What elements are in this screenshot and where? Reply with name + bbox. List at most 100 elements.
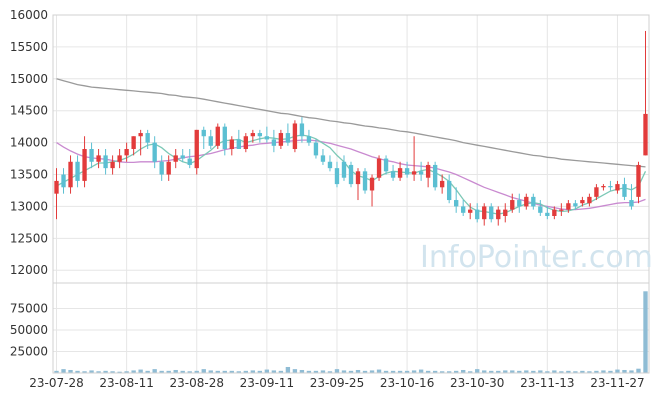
candle-body	[89, 149, 94, 162]
volume-bar	[348, 370, 354, 373]
volume-bar	[454, 370, 459, 373]
volume-bar	[75, 370, 80, 373]
candle-body	[110, 161, 115, 169]
volume-bar	[425, 370, 431, 373]
candle-body	[566, 203, 571, 210]
volume-panel-frame	[52, 282, 650, 374]
volume-bar	[475, 369, 480, 373]
candle-body	[236, 139, 241, 149]
volume-bar	[110, 371, 115, 373]
volume-bar	[180, 370, 185, 373]
date-tick-label: 23-09-25	[310, 376, 364, 390]
candle-body	[362, 171, 368, 191]
volume-bar	[103, 370, 108, 373]
candle-body	[390, 171, 396, 178]
candle-body	[96, 155, 101, 162]
volume-bar	[439, 371, 445, 373]
volume-bar	[489, 370, 494, 373]
candle-body	[545, 212, 550, 216]
candle-body	[208, 136, 213, 146]
volume-panel-grid	[53, 308, 649, 352]
volume-bar	[362, 370, 368, 373]
candle-body	[68, 161, 73, 188]
volume-bar	[61, 369, 66, 373]
candle-body	[531, 196, 536, 207]
date-tick-label: 23-10-30	[450, 376, 504, 390]
candle-body	[503, 209, 508, 216]
volume-bar	[446, 371, 452, 373]
volume-bar	[545, 371, 550, 373]
volume-bar	[327, 371, 333, 373]
volume-bar	[82, 371, 87, 373]
panel-frames	[52, 14, 650, 374]
price-panel-grid	[53, 14, 649, 373]
volume-bar	[538, 370, 543, 373]
volume-bar	[390, 370, 396, 373]
watermark: InfoPointer.com	[420, 240, 653, 275]
volume-bar	[496, 370, 501, 373]
volume-bar	[320, 370, 326, 373]
volume-axis-labels: 25000 50000 75000	[10, 302, 48, 359]
volume-bars	[54, 291, 648, 373]
volume-bar	[96, 371, 101, 373]
candle-body	[166, 161, 171, 175]
price-tick-label: 16000	[10, 8, 48, 22]
volume-bar	[264, 369, 270, 373]
volume-bar	[608, 370, 613, 373]
candle-body	[383, 158, 389, 172]
volume-bar	[257, 370, 263, 373]
candle-body	[573, 203, 578, 207]
volume-bar	[131, 370, 136, 373]
candle-body	[643, 113, 648, 156]
date-tick-label: 23-07-28	[29, 376, 83, 390]
volume-bar	[432, 370, 438, 373]
volume-bar	[243, 370, 248, 373]
candle-body	[82, 149, 87, 181]
volume-tick-label: 75000	[10, 302, 48, 316]
volume-bar	[397, 370, 403, 373]
price-tick-label: 13000	[10, 199, 48, 213]
candle-body	[271, 139, 277, 146]
volume-bar	[594, 370, 599, 373]
volume-bar	[517, 370, 522, 373]
candle-body	[278, 133, 284, 146]
volume-bar	[271, 370, 277, 373]
candle-body	[194, 129, 199, 169]
candle-body	[482, 206, 487, 220]
volume-bar	[418, 369, 424, 373]
volume-bar	[236, 371, 241, 373]
candle-body	[552, 209, 557, 216]
volume-bar	[222, 370, 227, 373]
volume-bar	[524, 370, 529, 373]
volume-bar	[187, 371, 192, 373]
volume-bar	[559, 371, 564, 373]
volume-bar	[615, 369, 620, 373]
volume-bar	[369, 370, 375, 373]
volume-bar	[54, 370, 59, 373]
candle-body	[636, 164, 641, 197]
volume-bar	[68, 369, 73, 373]
date-axis-labels: 23-07-28 23-08-11 23-08-28 23-09-11 23-09-25…	[29, 376, 644, 390]
volume-bar	[313, 370, 319, 373]
volume-tick-label: 25000	[10, 345, 48, 359]
candle-body	[615, 184, 620, 191]
candle-body	[601, 186, 606, 188]
volume-bar	[580, 370, 585, 373]
volume-bar	[334, 369, 340, 373]
volume-bar	[411, 370, 417, 373]
volume-bar	[159, 370, 164, 373]
volume-bar	[117, 371, 122, 373]
price-tick-label: 13500	[10, 168, 48, 182]
date-tick-label: 23-09-11	[240, 376, 294, 390]
candle-body	[131, 136, 136, 149]
volume-bar	[468, 371, 473, 373]
volume-bar	[299, 369, 305, 373]
candle-body	[250, 133, 256, 137]
volume-bar	[278, 370, 284, 373]
volume-bar	[229, 370, 234, 373]
candle-body	[559, 209, 564, 211]
volume-bar	[383, 370, 389, 373]
volume-bar	[376, 369, 382, 373]
candle-body	[454, 200, 459, 207]
volume-bar	[643, 291, 648, 373]
